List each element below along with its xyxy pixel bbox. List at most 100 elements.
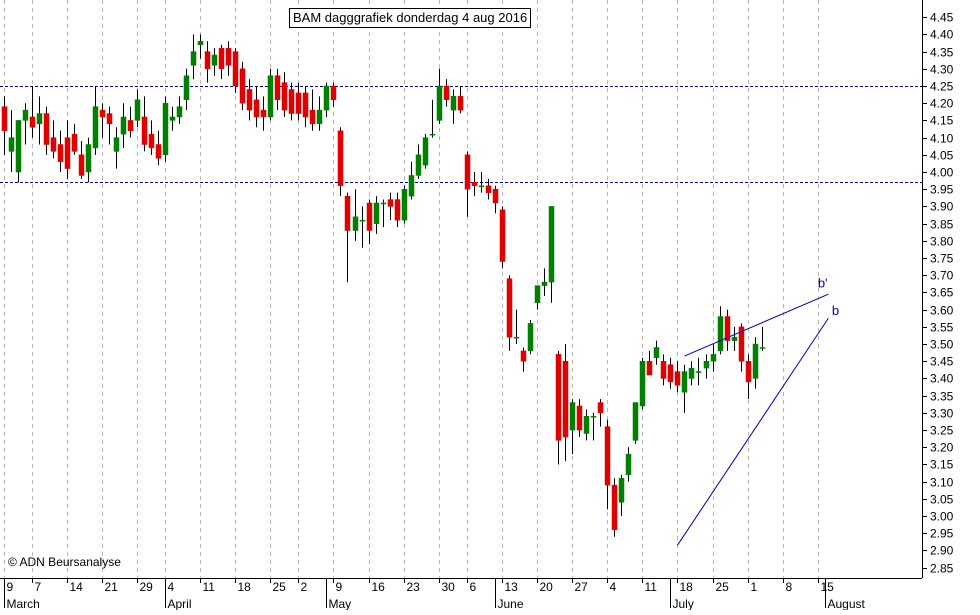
candle — [724, 309, 731, 351]
x-tick-label: 21 — [105, 580, 119, 594]
candle-body-down — [724, 316, 731, 341]
candle — [253, 86, 260, 128]
candle — [323, 82, 330, 117]
candle-body-down — [78, 154, 85, 176]
candle — [555, 350, 562, 465]
candle-body-up — [15, 120, 22, 173]
candle — [57, 130, 64, 173]
candle-body-down — [155, 144, 162, 159]
candle — [366, 199, 373, 245]
x-tick-label: 23 — [407, 580, 421, 594]
month-label: March — [7, 597, 40, 610]
candle-body-down — [506, 278, 513, 338]
month-label: April — [168, 597, 192, 610]
y-tick-label: 4.05 — [930, 149, 954, 163]
candle-body-down — [309, 109, 316, 125]
candle — [106, 106, 113, 145]
candle — [134, 89, 141, 128]
candle-body-down — [246, 89, 253, 111]
y-tick-label: 3.10 — [930, 476, 954, 490]
candle-body-up — [22, 109, 29, 121]
candle — [759, 326, 766, 351]
candle-body-up — [681, 371, 688, 393]
candle-body-up — [632, 402, 639, 441]
y-tick-label: 3.40 — [930, 372, 954, 386]
candle-body-up — [408, 175, 415, 197]
candle-body-up — [415, 154, 422, 176]
candle — [639, 357, 646, 410]
candle-body-down — [218, 47, 225, 70]
candle-body-down — [660, 361, 667, 379]
candle — [141, 96, 148, 152]
candle — [471, 172, 478, 197]
candle — [64, 120, 71, 179]
candle — [450, 89, 457, 124]
candle-body-down — [394, 199, 401, 221]
candle-body-down — [366, 202, 373, 231]
candle — [604, 419, 611, 510]
candle — [373, 196, 380, 234]
x-tick-label: 27 — [575, 580, 589, 594]
candle-body-up — [534, 285, 541, 304]
x-tick-label: 7 — [35, 580, 42, 594]
candle — [499, 206, 506, 269]
y-tick-label: 3.85 — [930, 218, 954, 232]
candle — [204, 41, 211, 83]
candle — [113, 127, 120, 169]
x-tick-label: 6 — [470, 580, 477, 594]
candle-body-down — [646, 361, 653, 376]
candle — [50, 120, 57, 159]
candle — [85, 137, 92, 183]
candle-body-down — [127, 120, 134, 131]
candle-body-down — [57, 144, 64, 162]
candle — [464, 151, 471, 217]
y-tick-label: 3.75 — [930, 252, 954, 266]
candle-body-down — [674, 371, 681, 386]
candle — [15, 120, 22, 183]
y-tick-label: 3.65 — [930, 286, 954, 300]
x-tick-label: 20 — [540, 580, 554, 594]
candle — [667, 357, 674, 389]
candle — [197, 34, 204, 59]
candle-body-down — [148, 133, 155, 149]
y-tick-label: 4.40 — [930, 28, 954, 42]
month-label: June — [498, 597, 524, 610]
candle — [183, 68, 190, 111]
candle-body-up — [316, 109, 323, 125]
candle-body-down — [499, 209, 506, 262]
trendline — [684, 293, 829, 357]
candle-body-down — [604, 426, 611, 486]
candle-body-up — [183, 75, 190, 101]
candle — [29, 86, 36, 138]
candle — [646, 350, 653, 376]
y-tick-label: 4.35 — [930, 46, 954, 60]
candle — [478, 172, 485, 193]
candle — [1, 96, 8, 155]
candle — [436, 68, 443, 124]
candle — [330, 82, 337, 107]
x-tick-label: 4 — [168, 580, 175, 594]
candle-body-down — [64, 137, 71, 169]
x-tick-label: 15 — [821, 580, 835, 594]
candle — [267, 68, 274, 121]
candle-body-up — [352, 216, 359, 231]
candle — [506, 275, 513, 351]
candle — [548, 206, 555, 303]
candle — [344, 192, 351, 283]
candle-body-up — [92, 106, 99, 149]
candle-body-up — [190, 51, 197, 66]
y-tick-label: 3.95 — [930, 183, 954, 197]
candle-body-up — [359, 219, 366, 222]
candle-body-up — [653, 347, 660, 359]
y-tick-label: 2.85 — [930, 562, 954, 576]
y-tick-label: 3.05 — [930, 493, 954, 507]
candle — [43, 106, 50, 155]
y-tick-label: 3.90 — [930, 200, 954, 214]
y-tick-label: 2.95 — [930, 527, 954, 541]
candle — [281, 72, 288, 117]
x-tick-label: 14 — [70, 580, 84, 594]
candle — [688, 361, 695, 386]
candle-body-down — [253, 99, 260, 118]
candle-body-up — [548, 206, 555, 283]
candle-body-down — [485, 185, 492, 193]
